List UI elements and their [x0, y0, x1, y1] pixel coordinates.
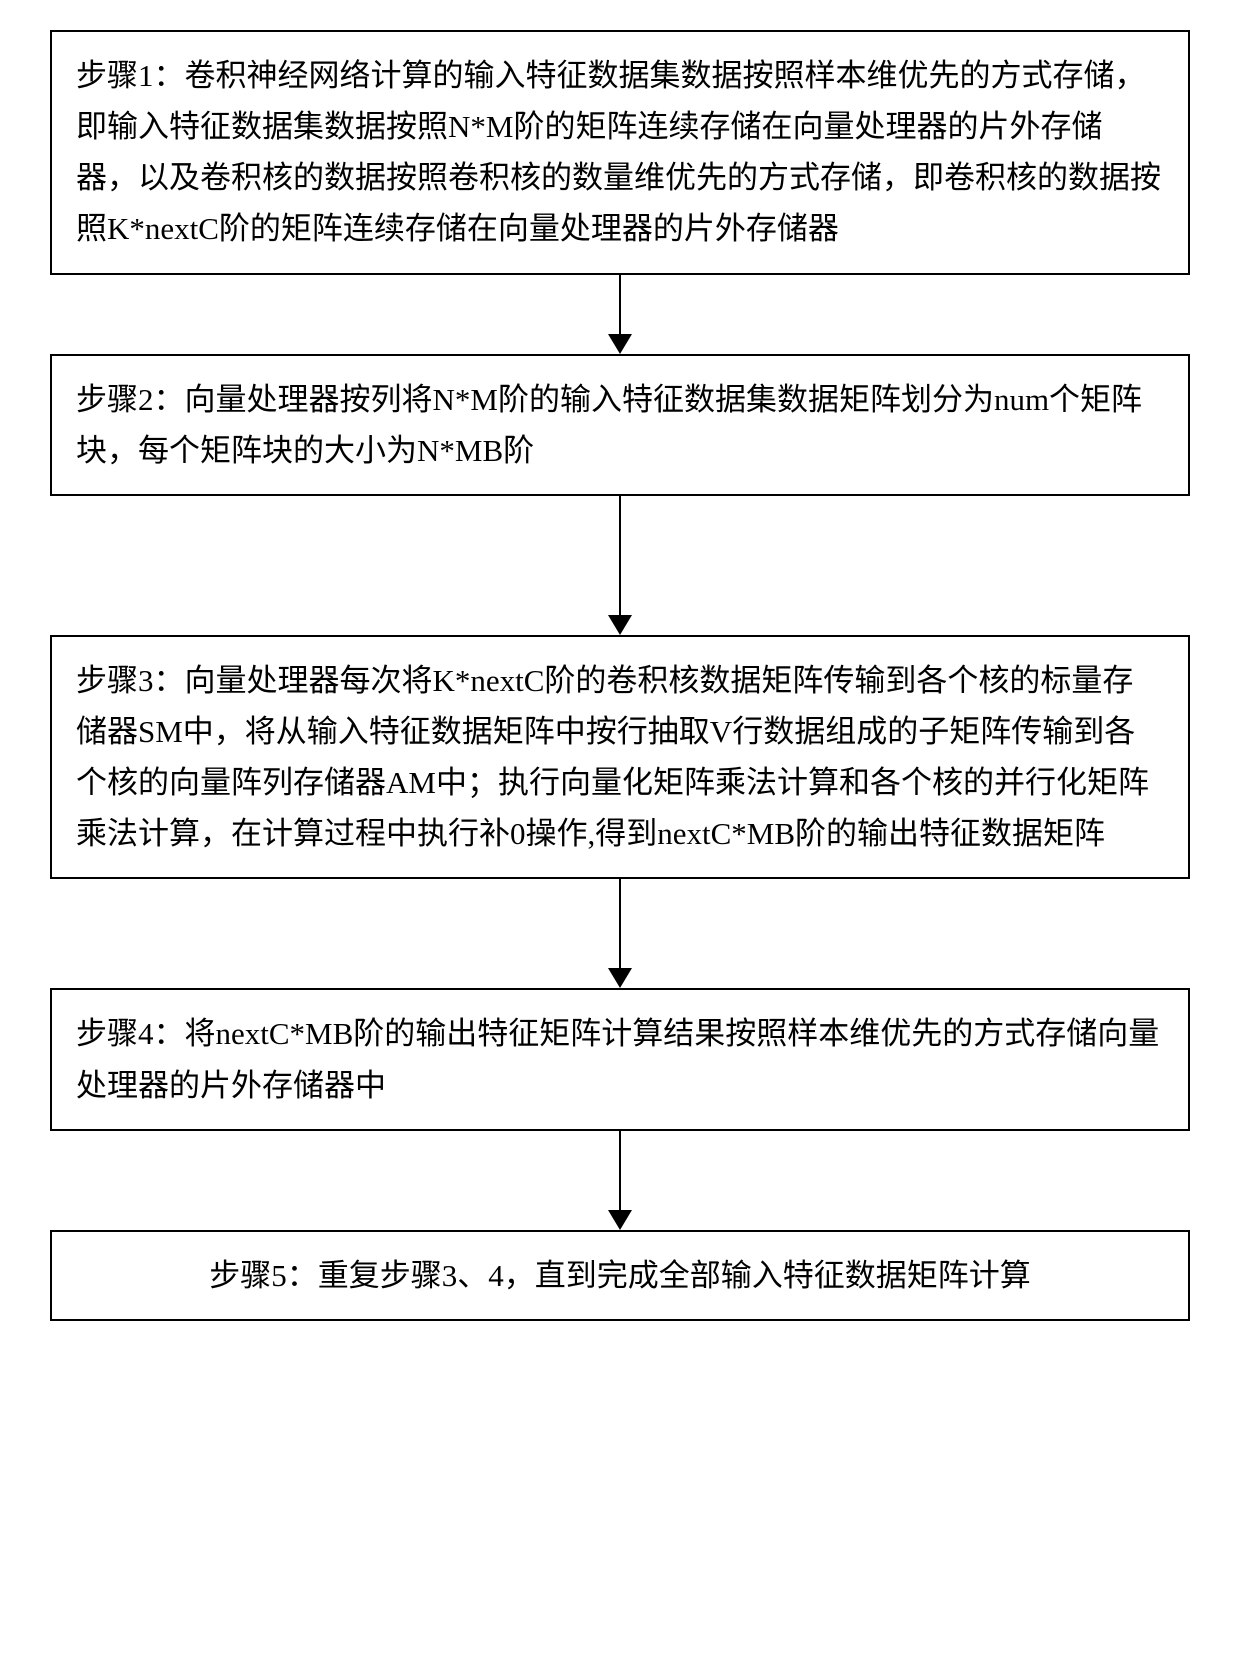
arrow-3-head — [608, 968, 632, 988]
arrow-4-head — [608, 1210, 632, 1230]
step-3-text: 步骤3：向量处理器每次将K*nextC阶的卷积核数据矩阵传输到各个核的标量存储器… — [76, 663, 1149, 851]
step-4-text: 步骤4：将nextC*MB阶的输出特征矩阵计算结果按照样本维优先的方式存储向量处… — [76, 1016, 1159, 1102]
step-4-box: 步骤4：将nextC*MB阶的输出特征矩阵计算结果按照样本维优先的方式存储向量处… — [50, 988, 1190, 1130]
arrow-3-line — [619, 879, 621, 969]
arrow-2-head — [608, 615, 632, 635]
step-2-box: 步骤2：向量处理器按列将N*M阶的输入特征数据集数据矩阵划分为num个矩阵块，每… — [50, 354, 1190, 496]
step-3-box: 步骤3：向量处理器每次将K*nextC阶的卷积核数据矩阵传输到各个核的标量存储器… — [50, 635, 1190, 880]
arrow-2-line — [619, 496, 621, 616]
arrow-4-line — [619, 1131, 621, 1211]
arrow-1 — [608, 275, 632, 354]
step-5-text: 步骤5：重复步骤3、4，直到完成全部输入特征数据矩阵计算 — [209, 1258, 1031, 1293]
arrow-3 — [608, 879, 632, 988]
arrow-4 — [608, 1131, 632, 1230]
step-1-box: 步骤1：卷积神经网络计算的输入特征数据集数据按照样本维优先的方式存储，即输入特征… — [50, 30, 1190, 275]
step-5-box: 步骤5：重复步骤3、4，直到完成全部输入特征数据矩阵计算 — [50, 1230, 1190, 1321]
flowchart-container: 步骤1：卷积神经网络计算的输入特征数据集数据按照样本维优先的方式存储，即输入特征… — [50, 30, 1190, 1321]
step-1-text: 步骤1：卷积神经网络计算的输入特征数据集数据按照样本维优先的方式存储，即输入特征… — [76, 58, 1161, 246]
arrow-1-line — [619, 275, 621, 335]
step-2-text: 步骤2：向量处理器按列将N*M阶的输入特征数据集数据矩阵划分为num个矩阵块，每… — [76, 382, 1142, 468]
arrow-1-head — [608, 334, 632, 354]
arrow-2 — [608, 496, 632, 635]
